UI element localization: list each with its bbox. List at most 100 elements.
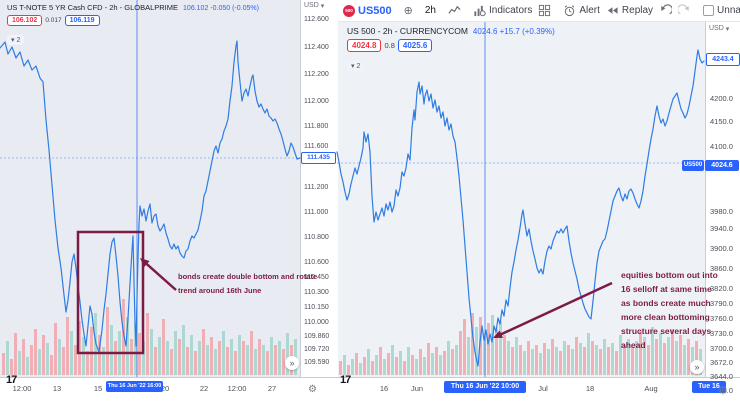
price-tick: 112.200 (304, 71, 329, 78)
symbol-search-button[interactable]: 500 US500 (343, 4, 392, 17)
price-tick: 3672.0 (710, 358, 733, 367)
left-chart-area[interactable] (0, 0, 300, 377)
time-label: 13 (52, 384, 62, 393)
replay-rewind-icon (606, 4, 619, 17)
time-label: Aug (644, 384, 658, 393)
right-currency-dropdown[interactable]: USD ▾ (709, 25, 730, 33)
symbol-logo-icon: 500 (343, 4, 355, 17)
price-tick: 111.200 (304, 184, 329, 191)
price-tick: 3900.0 (710, 244, 733, 253)
right-collapse-chip[interactable]: ▾ 2 (347, 61, 365, 71)
indicators-icon (473, 4, 486, 17)
right-symbol-price-flag: US500 (682, 160, 704, 171)
price-tick: 3820.0 (710, 284, 733, 293)
price-tick: 110.300 (304, 289, 329, 296)
left-scroll-to-recent-button[interactable]: » (285, 356, 299, 370)
time-label: 12:00 (12, 384, 32, 393)
replay-label: Replay (621, 5, 654, 16)
right-symbol-quote: 4024.6 +15.7 (+0.39%) (472, 27, 555, 36)
left-crosshair-date-tag: Thu 16 Jun '22 16:00 (106, 381, 163, 392)
chevron-down-icon: ▾ (11, 37, 15, 44)
save-checkbox-icon (703, 5, 715, 16)
redo-icon[interactable] (678, 4, 691, 17)
price-tick: 110.450 (304, 274, 329, 281)
price-tick: 4200.0 (710, 94, 733, 103)
right-crosshair-date-tag: Thu 16 Jun '22 10:00 (444, 381, 526, 393)
tradingview-logo-right[interactable]: 17 (340, 374, 351, 386)
left-currency-dropdown[interactable]: USD ▾ (304, 2, 325, 10)
left-spread-value: 0.017 (45, 17, 62, 24)
compare-add-icon[interactable]: ⊕ (403, 5, 413, 17)
price-tick: 110.150 (304, 304, 329, 311)
price-tick: 112.400 (304, 44, 329, 51)
right-symbol-title[interactable]: US 500 - 2h - CURRENCYCOM (347, 26, 468, 36)
price-tick: 3760.0 (710, 314, 733, 323)
left-axis-settings-gear-icon[interactable]: ⚙ (308, 384, 317, 395)
left-symbol-title[interactable]: US T-NOTE 5 YR Cash CFD - 2h - GLOBALPRI… (7, 3, 179, 12)
layout-name: Unnamed (717, 5, 740, 16)
price-tick: 4100.0 (710, 142, 733, 151)
price-tick: 110.000 (304, 319, 329, 326)
time-label: 15 (93, 384, 103, 393)
right-symbol-header: US 500 - 2h - CURRENCYCOM 4024.6 +15.7 (… (347, 26, 555, 73)
time-label: 27 (267, 384, 277, 393)
layout-grid-icon[interactable] (538, 4, 551, 17)
price-tick: 109.720 (304, 346, 330, 353)
save-layout-button[interactable]: Unnamed ▾ (703, 5, 740, 16)
right-price-axis[interactable]: USD ▾ (705, 22, 740, 377)
price-tick: 3980.0 (710, 207, 733, 216)
price-tick: 111.000 (304, 209, 329, 216)
alert-clock-icon (563, 4, 576, 17)
price-tick: 3730.0 (710, 329, 733, 338)
right-annotation-text: equities bottom out into 16 selloff at sa… (621, 270, 718, 350)
alert-label: Alert (579, 5, 600, 16)
time-label: 22 (199, 384, 209, 393)
time-axis[interactable]: Thu 16 Jun '22 16:00 Thu 16 Jun '22 10:0… (0, 377, 740, 404)
chart-style-icon[interactable] (448, 4, 461, 17)
price-tick: 110.600 (304, 259, 329, 266)
price-tick: 112.600 (304, 16, 329, 23)
price-tick: 3644.0 (710, 372, 733, 381)
right-sell-button[interactable]: 4024.8 (347, 39, 382, 52)
timeframe-button[interactable]: 2h (424, 5, 436, 16)
left-collapse-chip[interactable]: ▾ 2 (7, 35, 25, 45)
time-label: 16 (379, 384, 389, 393)
replay-button[interactable]: Replay (606, 4, 653, 17)
right-scroll-to-recent-button[interactable]: » (690, 360, 704, 374)
left-sell-button[interactable]: 106.102 (7, 15, 43, 26)
left-annotation-text: bonds create double bottom and rotate tre… (178, 272, 318, 295)
price-tick: 3700.0 (710, 344, 733, 353)
right-last-price-tag: 4024.6 (705, 160, 739, 171)
left-symbol-header: US T-NOTE 5 YR Cash CFD - 2h - GLOBALPRI… (7, 3, 259, 47)
alert-button[interactable]: Alert (563, 4, 600, 17)
symbol-name: US500 (358, 4, 392, 17)
price-tick: 3860.0 (710, 264, 733, 273)
right-last-bar-date-tag: Tue 16 (692, 381, 726, 393)
left-last-price-tag: 111.435 (301, 152, 336, 164)
price-tick: 4150.0 (710, 117, 733, 126)
time-label: Jun (410, 384, 424, 393)
undo-icon[interactable] (659, 4, 673, 17)
price-tick: 109.590 (304, 359, 330, 366)
chevron-down-icon: ▾ (351, 63, 355, 70)
price-tick: 110.800 (304, 234, 329, 241)
indicators-button[interactable]: Indicators (473, 4, 532, 17)
right-axis-settings-gear-icon[interactable]: ⚙ (718, 385, 728, 397)
right-buy-button[interactable]: 4025.6 (397, 39, 433, 52)
time-label: 20 (160, 384, 170, 393)
price-tick: 3790.0 (710, 299, 733, 308)
tradingview-logo-left[interactable]: 17 (6, 374, 17, 386)
time-label: 12:00 (227, 384, 247, 393)
price-tick: 3940.0 (710, 224, 733, 233)
chevron-down-icon: ▾ (725, 26, 730, 33)
chart-toolbar: 500 US500 ⊕ 2h Indicators Alert (337, 0, 740, 22)
right-countdown-price-tag: 4243.4 (706, 53, 740, 66)
time-label: 18 (585, 384, 595, 393)
chevron-down-icon: ▾ (320, 3, 325, 10)
price-tick: 111.600 (304, 143, 329, 150)
right-spread-value: 0.8 (384, 41, 395, 50)
indicators-label: Indicators (488, 5, 533, 16)
left-buy-button[interactable]: 106.119 (64, 15, 100, 26)
price-tick: 111.800 (304, 123, 329, 130)
